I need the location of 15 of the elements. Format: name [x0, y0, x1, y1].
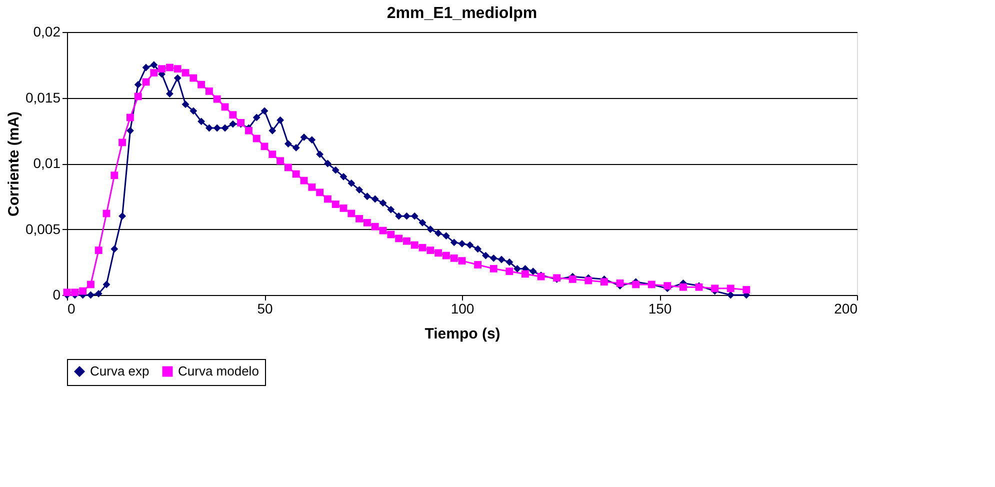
x-tick-label: 100: [450, 300, 474, 316]
y-axis-title: Corriente (mA): [5, 111, 22, 217]
x-tick-label: 150: [648, 300, 672, 316]
x-tick-label: 200: [834, 300, 858, 316]
legend-label: Curva modelo: [178, 364, 259, 379]
chart-title: 2mm_E1_mediolpm: [386, 5, 538, 22]
x-tick-label: 50: [257, 300, 273, 316]
y-tick-label: 0,02: [33, 24, 61, 40]
y-tick-label: 0: [52, 286, 61, 302]
y-tick-label: 0,005: [25, 220, 61, 237]
legend-label: Curva exp: [90, 364, 150, 379]
x-axis-title: Tiempo (s): [424, 326, 500, 342]
y-tick-label: 0,015: [25, 89, 61, 106]
y-tick-label: 0,01: [33, 155, 61, 171]
x-tick-label: 0: [68, 300, 76, 316]
